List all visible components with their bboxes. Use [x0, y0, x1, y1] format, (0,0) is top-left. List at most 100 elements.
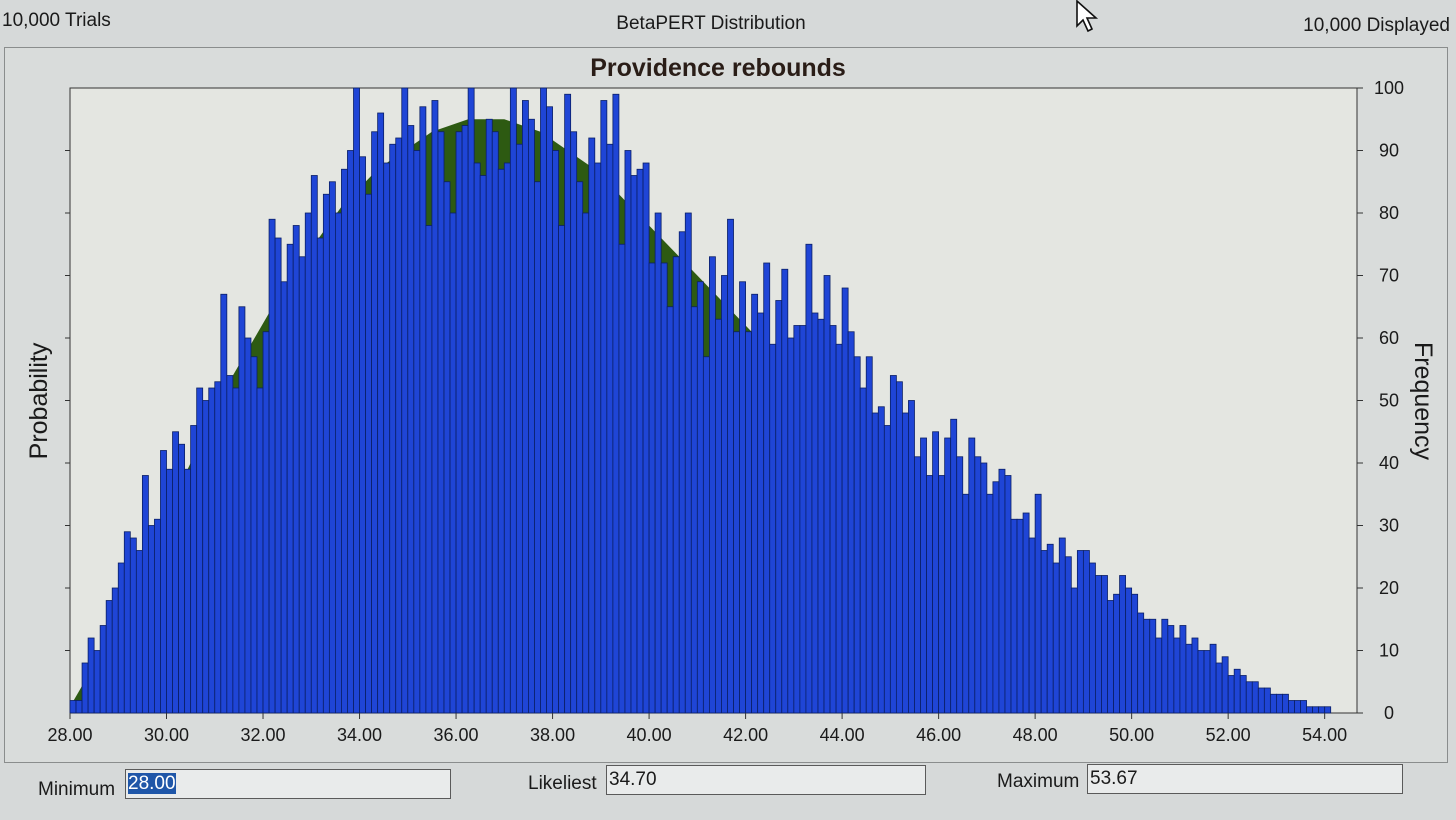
y-tick-label: 40 [1379, 453, 1399, 473]
histogram-bar [847, 331, 855, 714]
histogram-bar [479, 175, 487, 714]
y-axis-label-right: Frequency [1409, 342, 1437, 461]
histogram-bar [467, 87, 475, 714]
histogram-bar [594, 162, 602, 714]
histogram-bar [1161, 618, 1169, 714]
histogram-bar [920, 437, 927, 714]
histogram-bar [799, 325, 807, 714]
histogram-bar [582, 212, 590, 714]
histogram-bar [1269, 693, 1277, 714]
histogram-bar [576, 181, 584, 714]
histogram-bar [1010, 518, 1018, 714]
histogram-bar [431, 100, 439, 714]
minimum-field[interactable]: 28.00 [125, 769, 451, 799]
histogram-bar [546, 106, 553, 714]
histogram-bar [316, 237, 324, 714]
histogram-bar [805, 243, 813, 714]
maximum-field[interactable]: 53.67 [1087, 764, 1403, 794]
histogram-bar [377, 112, 385, 714]
histogram-bar [606, 143, 614, 714]
histogram-bar [1004, 475, 1012, 714]
histogram-bar [624, 150, 632, 714]
x-tick-label: 38.00 [530, 725, 575, 745]
histogram-bar [1125, 587, 1133, 714]
histogram-bar [166, 468, 173, 714]
histogram-bar [1022, 512, 1030, 714]
histogram-bar [865, 356, 873, 714]
histogram-bar [1046, 543, 1054, 714]
histogram-bar [214, 381, 222, 714]
histogram-bar [184, 468, 192, 714]
distribution-name: BetaPERT Distribution [616, 13, 806, 34]
histogram-bar [491, 131, 499, 714]
bars-layer [69, 87, 1332, 714]
histogram-bar [1257, 687, 1265, 714]
histogram-bar [395, 137, 403, 714]
axes-layer: 28.00 30.00 32.00 34.00 36.00 38.00 40.00 42.00… [47, 78, 1404, 745]
histogram-bar [401, 87, 409, 714]
histogram-bar [926, 475, 933, 714]
y-tick-label: 0 [1384, 703, 1394, 723]
histogram-bar [515, 143, 523, 714]
likeliest-label: Likeliest [528, 773, 597, 794]
histogram-bar [702, 356, 710, 714]
histogram-bar [69, 700, 77, 714]
histogram-bar [383, 162, 391, 714]
histogram-bar [883, 425, 891, 714]
x-tick-label: 28.00 [47, 725, 92, 745]
histogram-bar [425, 225, 433, 714]
histogram-bar [956, 456, 964, 714]
histogram-bar [509, 87, 517, 714]
histogram-bar [769, 343, 777, 714]
histogram-bar [763, 262, 771, 714]
histogram-bar [902, 412, 909, 714]
histogram-bar [895, 381, 903, 714]
y-tick-label: 50 [1379, 391, 1399, 411]
histogram-bar [1209, 643, 1217, 714]
histogram-bar [1034, 493, 1042, 714]
histogram-bar [449, 212, 457, 714]
histogram-bar [304, 212, 312, 714]
histogram-bar [503, 162, 511, 714]
histogram-bar [727, 218, 734, 714]
histogram-bar [1251, 681, 1259, 714]
histogram-bar [540, 87, 547, 714]
histogram-bar [835, 343, 843, 714]
histogram-bar [1197, 650, 1205, 714]
histogram-bar [552, 150, 559, 714]
histogram-bar [407, 125, 415, 714]
histogram-bar [1239, 675, 1247, 714]
histogram-bar [1076, 550, 1084, 714]
histogram-bar [443, 181, 451, 714]
histogram-bar [413, 150, 421, 714]
chart-title: Providence rebounds [590, 54, 846, 82]
histogram-bar [154, 518, 161, 714]
histogram-bar [365, 193, 373, 714]
histogram-bar [678, 231, 686, 714]
histogram-bar [570, 131, 578, 714]
x-tick-label: 36.00 [434, 725, 479, 745]
histogram-bar [534, 181, 541, 714]
displayed-count: 10,000 Displayed [1303, 15, 1450, 36]
histogram-bar [232, 387, 240, 714]
histogram-bar [238, 306, 246, 714]
x-tick-label: 42.00 [723, 725, 768, 745]
histogram-bar [1312, 706, 1320, 714]
histogram-chart: Providence rebounds 28.00 30.00 32.00 34.00… [25, 54, 1437, 745]
parameters-bar: Minimum 28.00 Likeliest 34.70 Maximum 53… [0, 762, 1456, 820]
histogram-bar [1167, 625, 1175, 714]
histogram-bar [962, 493, 970, 714]
x-tick-label: 32.00 [241, 725, 286, 745]
histogram-bar [1119, 575, 1127, 714]
histogram-bar [202, 400, 210, 714]
x-tick-label: 52.00 [1206, 725, 1251, 745]
histogram-bar [932, 431, 940, 714]
likeliest-field[interactable]: 34.70 [606, 765, 926, 795]
y-tick-label: 20 [1379, 578, 1399, 598]
histogram-bar [1215, 662, 1223, 714]
x-tick-label: 54.00 [1302, 725, 1347, 745]
histogram-bar [419, 106, 427, 714]
histogram-bar [745, 331, 753, 714]
y-tick-label: 60 [1379, 328, 1399, 348]
histogram-bar [1185, 643, 1193, 714]
